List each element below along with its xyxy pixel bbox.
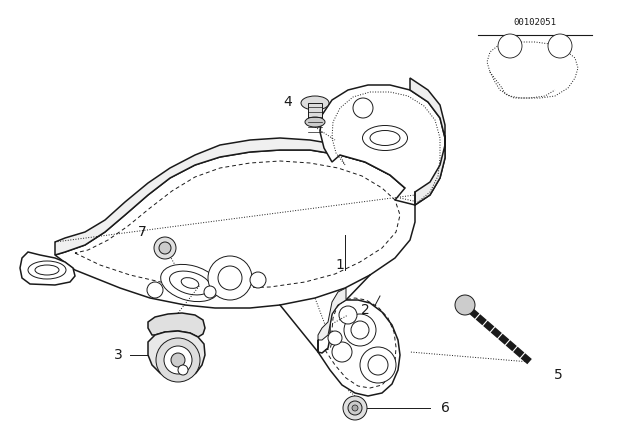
Ellipse shape bbox=[181, 278, 199, 289]
Circle shape bbox=[147, 282, 163, 298]
Circle shape bbox=[352, 405, 358, 411]
Circle shape bbox=[208, 256, 252, 300]
Text: 6: 6 bbox=[440, 401, 449, 415]
Text: 3: 3 bbox=[114, 348, 122, 362]
Polygon shape bbox=[148, 313, 205, 337]
Circle shape bbox=[498, 34, 522, 58]
Polygon shape bbox=[148, 331, 205, 380]
Circle shape bbox=[368, 355, 388, 375]
Circle shape bbox=[171, 353, 185, 367]
Text: 7: 7 bbox=[138, 225, 147, 239]
Circle shape bbox=[328, 331, 342, 345]
Ellipse shape bbox=[305, 117, 325, 127]
Ellipse shape bbox=[170, 271, 211, 295]
Circle shape bbox=[332, 342, 352, 362]
Polygon shape bbox=[318, 300, 400, 396]
Text: 5: 5 bbox=[554, 368, 563, 382]
Text: 00102051: 00102051 bbox=[513, 17, 557, 26]
Ellipse shape bbox=[301, 96, 329, 110]
Polygon shape bbox=[55, 150, 415, 308]
Ellipse shape bbox=[370, 130, 400, 146]
Text: 1: 1 bbox=[335, 258, 344, 272]
Circle shape bbox=[360, 347, 396, 383]
Circle shape bbox=[339, 306, 357, 324]
Circle shape bbox=[455, 295, 475, 315]
Polygon shape bbox=[318, 288, 346, 352]
Circle shape bbox=[164, 346, 192, 374]
Circle shape bbox=[250, 272, 266, 288]
Circle shape bbox=[353, 98, 373, 118]
Circle shape bbox=[218, 266, 242, 290]
Circle shape bbox=[343, 396, 367, 420]
Circle shape bbox=[154, 237, 176, 259]
Circle shape bbox=[344, 314, 376, 346]
Polygon shape bbox=[20, 252, 75, 285]
Text: 4: 4 bbox=[284, 95, 292, 109]
Ellipse shape bbox=[161, 264, 220, 302]
Ellipse shape bbox=[28, 261, 66, 279]
Circle shape bbox=[348, 401, 362, 415]
Polygon shape bbox=[308, 103, 322, 122]
Polygon shape bbox=[320, 85, 445, 205]
Ellipse shape bbox=[35, 265, 59, 275]
Circle shape bbox=[159, 242, 171, 254]
Ellipse shape bbox=[362, 125, 408, 151]
Text: 2: 2 bbox=[360, 303, 369, 317]
Circle shape bbox=[204, 286, 216, 298]
Circle shape bbox=[156, 338, 200, 382]
Polygon shape bbox=[55, 138, 415, 255]
Circle shape bbox=[178, 365, 188, 375]
Polygon shape bbox=[410, 78, 445, 205]
Circle shape bbox=[351, 321, 369, 339]
Circle shape bbox=[548, 34, 572, 58]
